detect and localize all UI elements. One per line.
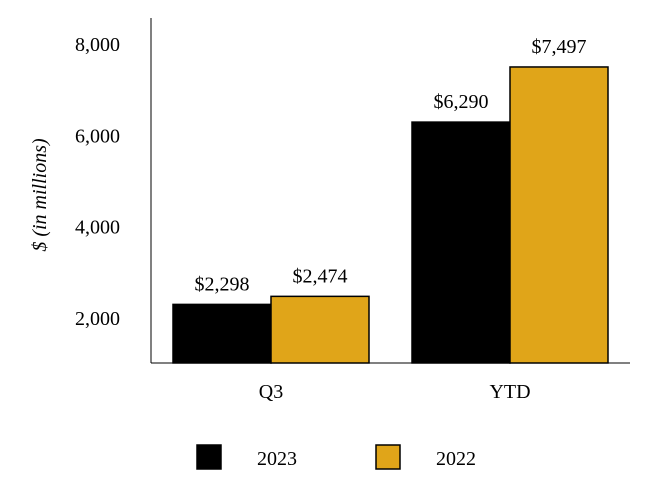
legend: 2023 2022 [196,444,476,470]
bar-2023-ytd [411,121,511,364]
bar-2022-ytd [509,66,609,364]
x-category-label: Q3 [259,381,283,403]
legend-swatch-2022 [375,444,401,470]
x-category-label: YTD [489,381,530,403]
data-label: $7,497 [532,36,587,58]
bar-2023-q3 [172,303,272,364]
data-label: $2,474 [293,265,348,287]
y-tick-label: 8,000 [75,34,120,56]
y-tick-label: 4,000 [75,217,120,239]
data-label: $6,290 [434,91,489,113]
data-label: $2,298 [195,273,250,295]
legend-label: 2022 [436,448,476,470]
y-tick-label: 2,000 [75,308,120,330]
data-labels: $2,298 $2,474 $6,290 $7,497 [195,36,587,295]
legend-swatch-2023 [196,444,222,470]
bar-2022-q3 [270,295,370,364]
legend-label: 2023 [257,448,297,470]
y-tick-label: 6,000 [75,125,120,147]
y-axis-ticks: 2,000 4,000 6,000 8,000 [75,34,120,330]
bars [172,66,609,364]
y-axis-label: $ (in millions) [29,138,51,252]
x-axis-categories: Q3 YTD [259,381,531,403]
